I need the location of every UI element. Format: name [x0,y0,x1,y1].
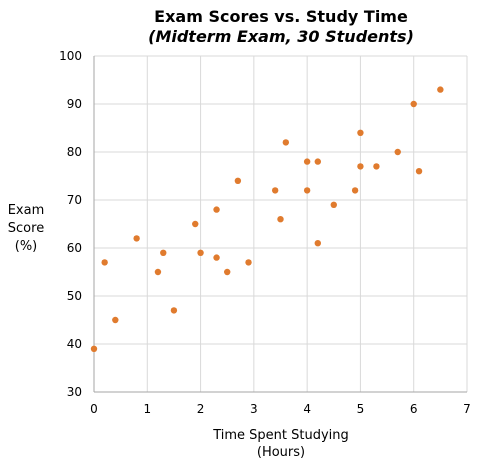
y-tick-label: 90 [67,97,82,111]
chart-title: Exam Scores vs. Study Time [154,7,408,26]
data-point [213,206,220,213]
data-point [224,268,231,276]
x-axis-label-line-2: (Hours) [257,445,305,460]
data-point [234,177,242,184]
data-point [330,201,337,208]
data-points [90,86,444,352]
data-point [197,249,204,256]
data-point [277,216,284,223]
x-tick-label: 1 [143,402,151,416]
y-tick-label: 70 [67,193,82,207]
y-tick-label: 40 [67,337,82,351]
chart-subtitle: (Midterm Exam, 30 Students) [148,27,414,46]
data-point [351,187,359,194]
data-point [410,100,417,108]
data-point [101,259,108,266]
data-point [303,158,311,165]
x-tick-label: 6 [410,402,418,416]
data-point [271,187,279,194]
data-point [303,187,311,194]
x-axis-label: Time Spent Studying (Hours) [212,428,349,460]
data-point [154,268,162,276]
data-point [282,139,290,146]
data-point [170,307,178,314]
gridlines [94,55,468,392]
x-tick-label: 3 [250,402,258,416]
x-tick-label: 7 [463,402,471,416]
y-tick-label: 60 [67,241,82,255]
data-point [213,254,220,261]
data-point [160,249,167,256]
y-tick-label: 80 [67,145,82,159]
tick-labels: 0 1 2 3 4 5 6 7 30 40 50 60 70 80 90 100 [59,49,471,416]
data-point [133,235,140,242]
x-tick-label: 2 [197,402,205,416]
y-axis-label-line-3: (%) [15,239,38,254]
x-axis-label-line-1: Time Spent Studying [212,428,349,443]
data-point [90,345,98,352]
x-tick-label: 0 [90,402,98,416]
y-axis-label-line-2: Score [8,221,44,236]
data-point [192,220,199,228]
y-tick-label: 30 [67,385,82,399]
data-point [357,129,364,136]
data-point [314,158,321,165]
data-point [245,259,252,266]
y-tick-label: 50 [67,289,82,303]
data-point [437,86,444,93]
y-axis-label: Exam Score (%) [8,203,45,254]
data-point [394,148,401,156]
x-tick-label: 5 [357,402,365,416]
data-point [415,168,423,175]
x-tick-label: 4 [303,402,311,416]
data-point [112,316,119,324]
data-point [314,240,321,247]
axes [93,56,467,393]
data-point [357,163,364,170]
y-axis-label-line-1: Exam [8,203,45,218]
data-point [373,163,380,170]
y-tick-label: 100 [59,49,82,63]
